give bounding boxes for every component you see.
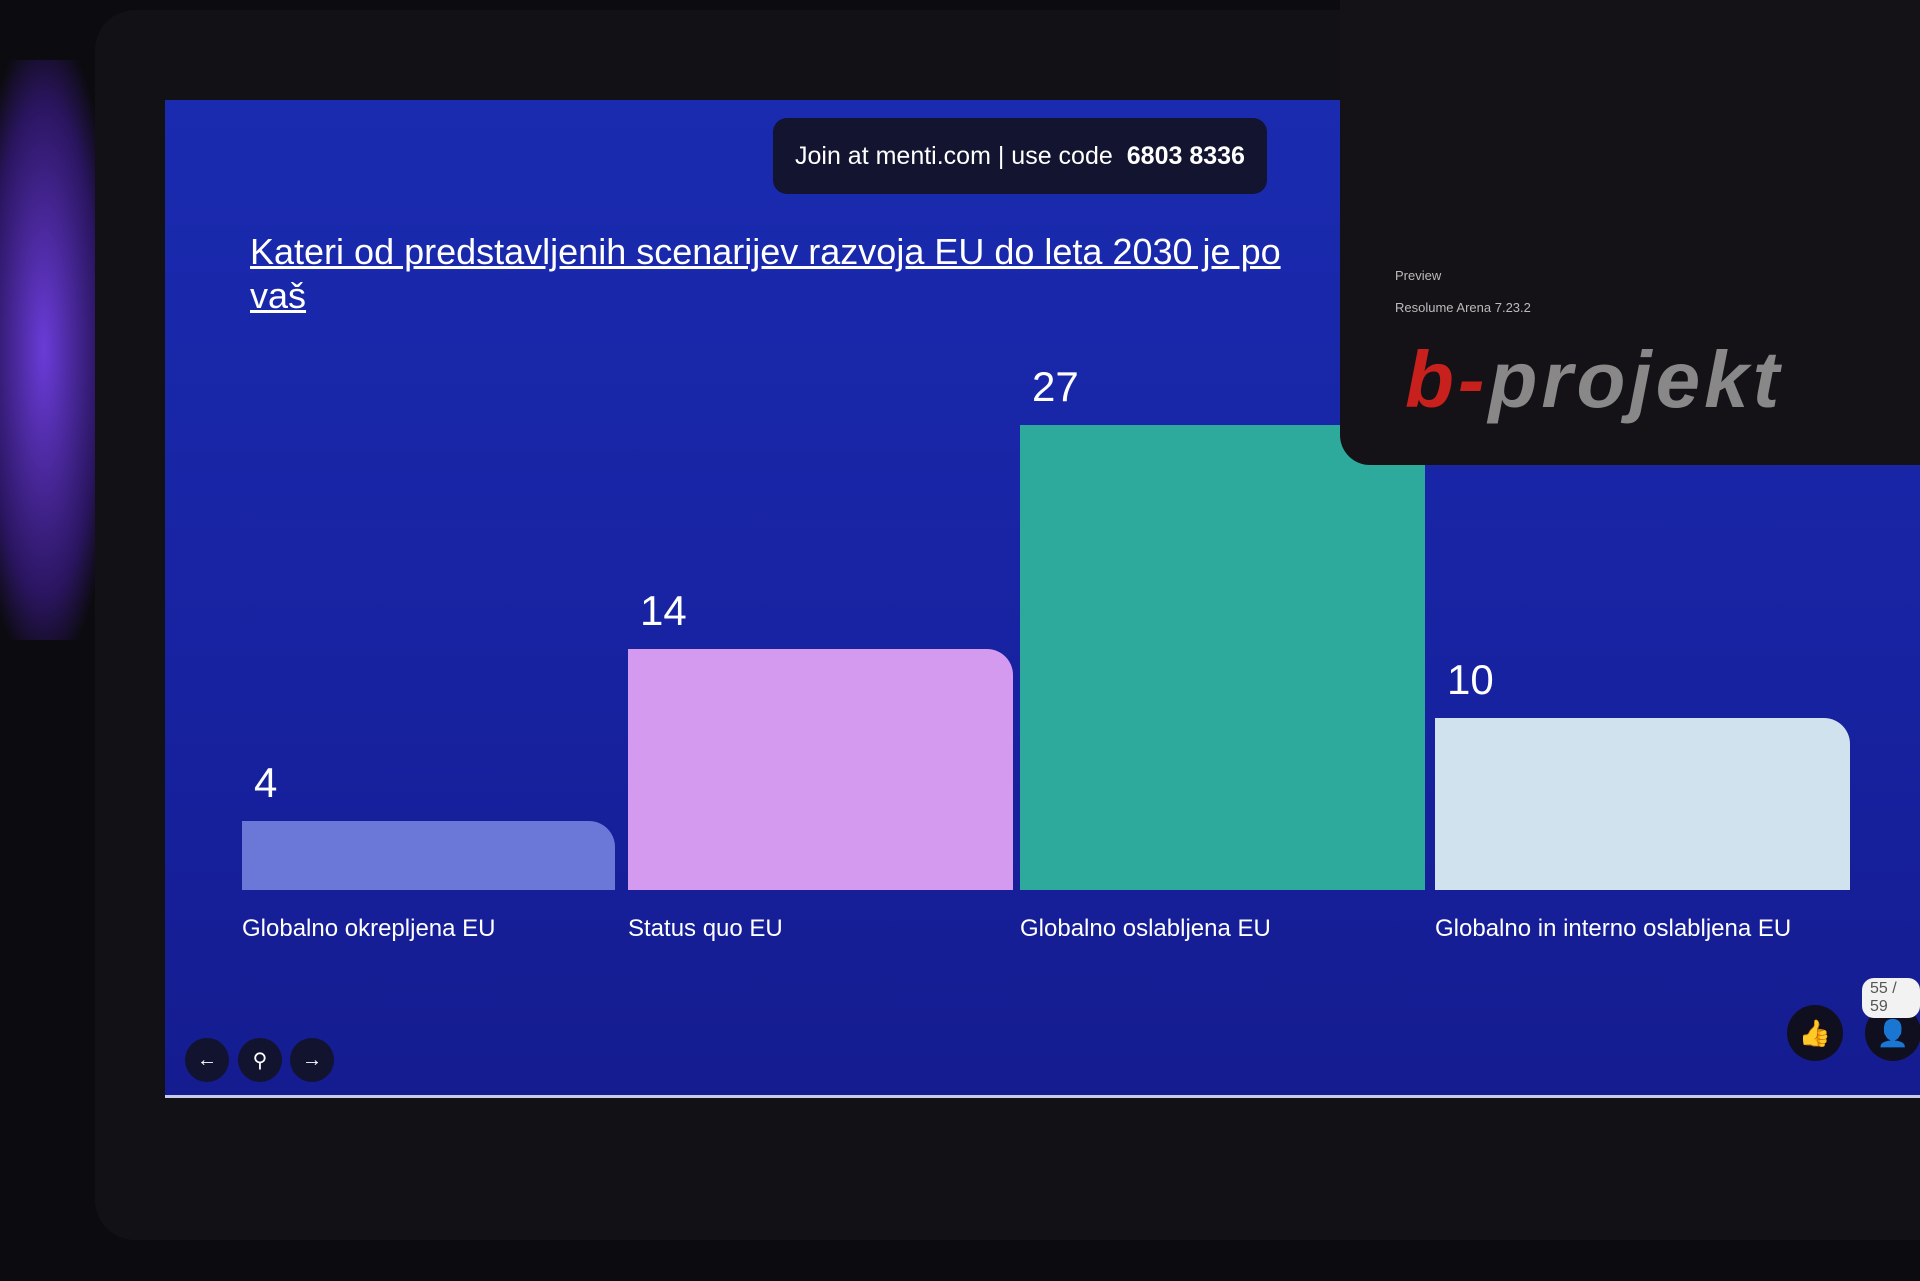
value-label-0: 4 [254,759,278,807]
join-text: Join at menti.com | use code [795,141,1113,170]
logo-rest: projekt [1488,335,1784,424]
join-banner: Join at menti.com | use code 6803 8336 [773,118,1267,194]
logo-b: b- [1405,335,1489,424]
category-label-2: Globalno oslabljena EU [1020,915,1271,942]
bar-2 [1020,425,1425,890]
thumbs-up-icon: 👍 [1798,1017,1832,1048]
value-label-2: 27 [1032,363,1079,410]
arrow-right-icon: → [302,1048,322,1071]
preview-overlay: Preview Resolume Arena 7.23.2 b-projekt [1340,0,1920,465]
app-version: Resolume Arena 7.23.2 [1395,300,1531,315]
category-label-1: Status quo EU [628,915,783,942]
b-projekt-logo: b-projekt [1405,335,1783,425]
prev-button[interactable]: ← [185,1038,229,1082]
count-sep: / [1892,980,1897,997]
location-pin-icon: ⚲ [252,1049,268,1072]
value-label-3: 10 [1447,655,1494,703]
participant-count: 55 / 59 [1862,978,1920,1018]
value-label-1: 14 [640,586,687,634]
like-button[interactable]: 👍 [1787,1005,1843,1061]
category-label-3: Globalno in interno oslabljena EU [1435,915,1792,942]
category-label-0: Globalno okrepljena EU [242,915,496,942]
question-title: Kateri od predstavljenih scenarijev razv… [250,231,1281,316]
bar-1 [628,648,1013,890]
preview-label: Preview [1395,268,1442,283]
join-code: 6803 8336 [1126,141,1245,170]
background-light [0,60,110,640]
next-button[interactable]: → [290,1038,334,1082]
arrow-left-icon: ← [197,1048,217,1071]
person-icon: 👤 [1876,1017,1910,1048]
pin-button[interactable]: ⚲ [238,1038,282,1082]
bar-0 [242,821,615,890]
count-total: 59 [1870,998,1888,1015]
bar-3 [1435,717,1850,890]
count-value: 55 [1870,980,1888,997]
